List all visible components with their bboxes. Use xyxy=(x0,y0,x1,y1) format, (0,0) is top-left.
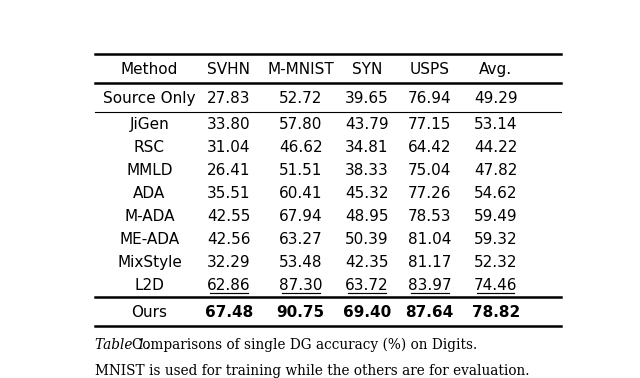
Text: 75.04: 75.04 xyxy=(408,163,451,178)
Text: Table 1.: Table 1. xyxy=(95,338,150,352)
Text: 90.75: 90.75 xyxy=(276,305,324,320)
Text: 51.51: 51.51 xyxy=(279,163,323,178)
Text: 42.35: 42.35 xyxy=(345,255,388,270)
Text: 38.33: 38.33 xyxy=(345,163,388,178)
Text: 78.53: 78.53 xyxy=(408,209,451,224)
Text: 77.15: 77.15 xyxy=(408,117,451,132)
Text: 83.97: 83.97 xyxy=(408,278,451,293)
Text: M-MNIST: M-MNIST xyxy=(268,62,334,77)
Text: 27.83: 27.83 xyxy=(207,91,250,106)
Text: 67.94: 67.94 xyxy=(279,209,323,224)
Text: 42.55: 42.55 xyxy=(207,209,250,224)
Text: Ours: Ours xyxy=(131,305,168,320)
Text: 46.62: 46.62 xyxy=(279,140,323,155)
Text: 59.49: 59.49 xyxy=(474,209,518,224)
Text: MNIST is used for training while the others are for evaluation.: MNIST is used for training while the oth… xyxy=(95,364,529,378)
Text: 57.80: 57.80 xyxy=(279,117,323,132)
Text: 60.41: 60.41 xyxy=(279,186,323,201)
Text: 52.32: 52.32 xyxy=(474,255,517,270)
Text: 54.62: 54.62 xyxy=(474,186,517,201)
Text: 63.72: 63.72 xyxy=(345,278,388,293)
Text: 62.86: 62.86 xyxy=(207,278,251,293)
Text: 43.79: 43.79 xyxy=(345,117,388,132)
Text: ME-ADA: ME-ADA xyxy=(120,232,179,247)
Text: 76.94: 76.94 xyxy=(408,91,451,106)
Text: 87.64: 87.64 xyxy=(406,305,454,320)
Text: 81.04: 81.04 xyxy=(408,232,451,247)
Text: 45.32: 45.32 xyxy=(345,186,388,201)
Text: Method: Method xyxy=(121,62,178,77)
Text: 31.04: 31.04 xyxy=(207,140,250,155)
Text: Source Only: Source Only xyxy=(103,91,196,106)
Text: 48.95: 48.95 xyxy=(345,209,388,224)
Text: 26.41: 26.41 xyxy=(207,163,250,178)
Text: Comparisons of single DG accuracy (%) on Digits.: Comparisons of single DG accuracy (%) on… xyxy=(132,338,477,352)
Text: 42.56: 42.56 xyxy=(207,232,250,247)
Text: 35.51: 35.51 xyxy=(207,186,250,201)
Text: 44.22: 44.22 xyxy=(474,140,517,155)
Text: 47.82: 47.82 xyxy=(474,163,517,178)
Text: 78.82: 78.82 xyxy=(472,305,520,320)
Text: M-ADA: M-ADA xyxy=(124,209,175,224)
Text: 87.30: 87.30 xyxy=(279,278,323,293)
Text: 49.29: 49.29 xyxy=(474,91,518,106)
Text: ADA: ADA xyxy=(133,186,166,201)
Text: 52.72: 52.72 xyxy=(279,91,323,106)
Text: SVHN: SVHN xyxy=(207,62,250,77)
Text: 63.27: 63.27 xyxy=(279,232,323,247)
Text: L2D: L2D xyxy=(134,278,164,293)
Text: 81.17: 81.17 xyxy=(408,255,451,270)
Text: 53.48: 53.48 xyxy=(279,255,323,270)
Text: 34.81: 34.81 xyxy=(345,140,388,155)
Text: 32.29: 32.29 xyxy=(207,255,251,270)
Text: 77.26: 77.26 xyxy=(408,186,451,201)
Text: RSC: RSC xyxy=(134,140,165,155)
Text: USPS: USPS xyxy=(410,62,450,77)
Text: 53.14: 53.14 xyxy=(474,117,517,132)
Text: 59.32: 59.32 xyxy=(474,232,518,247)
Text: 33.80: 33.80 xyxy=(207,117,251,132)
Text: 74.46: 74.46 xyxy=(474,278,517,293)
Text: 39.65: 39.65 xyxy=(345,91,388,106)
Text: JiGen: JiGen xyxy=(129,117,170,132)
Text: SYN: SYN xyxy=(351,62,382,77)
Text: 64.42: 64.42 xyxy=(408,140,451,155)
Text: 67.48: 67.48 xyxy=(205,305,253,320)
Text: MixStyle: MixStyle xyxy=(117,255,182,270)
Text: Avg.: Avg. xyxy=(479,62,512,77)
Text: 50.39: 50.39 xyxy=(345,232,388,247)
Text: 69.40: 69.40 xyxy=(342,305,391,320)
Text: MMLD: MMLD xyxy=(126,163,173,178)
